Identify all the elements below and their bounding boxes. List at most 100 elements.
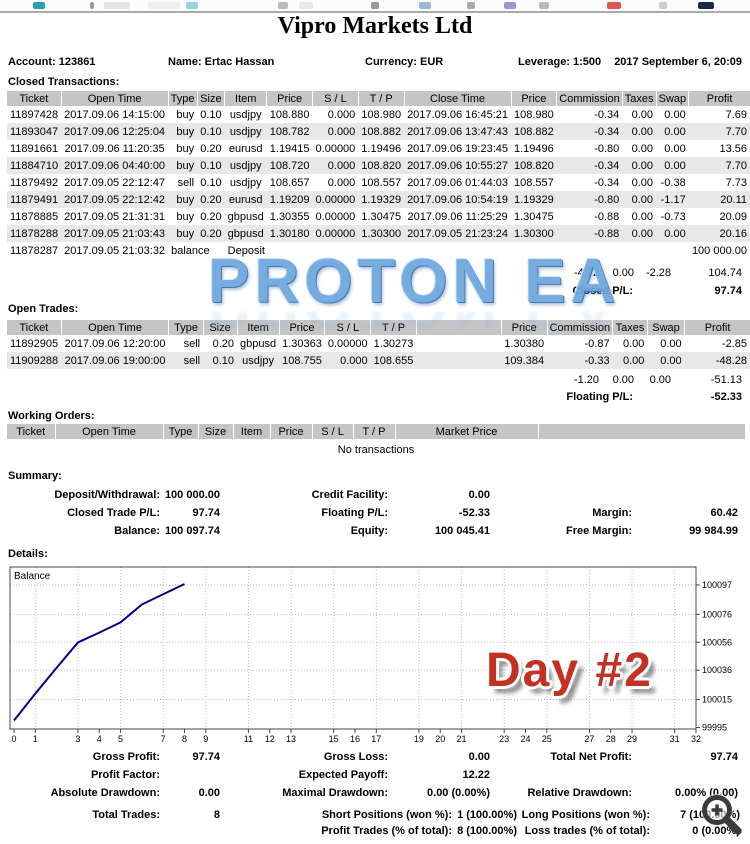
table-cell: 100 000.00 <box>691 244 747 257</box>
balance-row: 11878287 2017.09.05 21:03:32 balance Deposi… <box>7 242 750 259</box>
summary-item-label: Balance: <box>114 525 160 537</box>
column-header: S / L <box>312 91 359 106</box>
column-header: Swap <box>647 320 686 335</box>
stat-item-value: 97.74 <box>192 751 220 763</box>
column-header: Size <box>197 91 226 106</box>
svg-text:19: 19 <box>414 734 424 744</box>
table-cell: 0.00000 <box>312 225 359 242</box>
zoom-in-icon[interactable] <box>698 791 746 839</box>
toolbar-icon-fragment[interactable] <box>659 2 667 9</box>
toolbar-icon-fragment[interactable] <box>299 2 313 9</box>
table-cell: 0.00 <box>631 108 654 121</box>
stat-item-value: 12.22 <box>462 769 490 781</box>
table-cell: 0.00 <box>660 337 682 350</box>
section-open-trades: Open Trades: <box>8 303 79 315</box>
table-cell: 0.20 <box>212 337 235 350</box>
table-cell: 11884710 <box>7 157 62 174</box>
toolbar-icon-fragment[interactable] <box>371 2 379 9</box>
table-row: 11879491 2017.09.05 22:12:42 buy 0.20 eurusd… <box>7 191 750 208</box>
toolbar-icon-fragment[interactable] <box>607 2 621 9</box>
column-header: Open Time <box>55 424 164 439</box>
table-cell: 1.19329 <box>358 191 405 208</box>
toolbar-icon-fragment[interactable] <box>186 2 198 9</box>
toolbar-icon-fragment[interactable] <box>419 2 431 9</box>
table-cell: 2017.09.06 12:25:04 <box>61 123 169 140</box>
table-cell <box>404 242 511 259</box>
svg-text:100056: 100056 <box>702 637 732 647</box>
trade-stat-item-value: 0 (0.00%) <box>692 825 740 837</box>
trade-stat-item-value: 8 (100.00%) <box>457 825 517 837</box>
table-cell: -0.80 <box>594 142 620 155</box>
table-cell: 108.882 <box>358 123 405 140</box>
table-cell: 1.30180 <box>266 225 313 242</box>
toolbar-icon-fragment[interactable] <box>467 2 475 9</box>
summary-item-value: 100 000.00 <box>164 489 220 501</box>
table-cell: 2017.09.05 21:03:43 <box>61 225 169 242</box>
table-cell: 1.19209 <box>266 191 313 208</box>
toolbar-icon-fragment[interactable] <box>104 2 130 9</box>
open-total-taxes: 0.00 <box>612 374 634 386</box>
column-header: Type <box>163 424 199 439</box>
column-header: Swap <box>656 91 690 106</box>
column-header: Ticket <box>7 320 62 335</box>
trade-stat-item-label: Total Trades: <box>92 809 160 821</box>
table-cell: 11893047 <box>7 123 62 140</box>
table-row: 11878288 2017.09.05 21:03:43 buy 0.20 gbpusd… <box>7 225 750 242</box>
table-cell: 1.30300 <box>358 225 405 242</box>
stat-item-label: Expected Payoff: <box>298 769 388 781</box>
svg-text:11: 11 <box>244 734 253 744</box>
table-cell: 2017.09.06 10:55:27 <box>404 157 511 174</box>
toolbar-icon-fragment[interactable] <box>698 2 714 9</box>
table-cell: 108.720 <box>266 157 313 174</box>
svg-text:32: 32 <box>691 734 701 744</box>
floating-pl-value: -52.33 <box>710 391 742 403</box>
trade-stat-item-label: Short Positions (won %): <box>321 809 452 821</box>
table-cell: 0.00 <box>622 337 645 350</box>
table-cell: 11892905 <box>10 337 59 350</box>
toolbar-icon-fragment[interactable] <box>33 2 45 9</box>
table-cell: balance <box>171 244 210 257</box>
svg-text:4: 4 <box>97 734 102 744</box>
table-cell: usdjpy <box>224 123 267 140</box>
table-cell: 108.880 <box>269 108 310 121</box>
table-row: 11891661 2017.09.06 11:20:35 buy 0.20 eurusd… <box>7 140 750 157</box>
summary-item-value: 100 097.74 <box>164 525 220 537</box>
table-cell: -2.85 <box>721 337 747 350</box>
table-cell: -0.38 <box>660 176 686 189</box>
account-leverage: Leverage: 1:500 <box>518 56 602 68</box>
svg-text:25: 25 <box>542 734 552 744</box>
table-cell: 108.782 <box>266 123 313 140</box>
table-cell <box>622 242 656 259</box>
toolbar-icon-fragment[interactable] <box>148 2 180 9</box>
report-date: 2017 September 6, 20:09 <box>614 56 742 68</box>
column-header: T / P <box>370 320 417 335</box>
summary-item-value: 100 045.41 <box>434 525 490 537</box>
section-details: Details: <box>8 548 48 560</box>
column-header: Item <box>224 91 268 106</box>
toolbar-icon-fragment[interactable] <box>504 2 516 9</box>
table-cell: 2017.09.06 19:23:45 <box>407 142 508 155</box>
table-cell: 1.19415 <box>269 142 310 155</box>
table-cell: 1.30363 <box>282 337 322 350</box>
table-cell: 0.20 <box>200 210 222 223</box>
stat-item-value: 0.00 <box>198 787 220 799</box>
toolbar-icon-fragment[interactable] <box>90 2 94 9</box>
column-header: Close Time <box>404 91 512 106</box>
table-cell: 2017.09.05 22:12:47 <box>64 176 166 189</box>
svg-text:99995: 99995 <box>702 723 727 733</box>
summary-item-value: 60.42 <box>710 507 738 519</box>
toolbar-icon-fragment[interactable] <box>278 2 288 9</box>
column-header: Profit <box>688 91 750 106</box>
column-header: Taxes <box>622 91 657 106</box>
table-cell: 0.000 <box>324 352 371 369</box>
table-cell: 108.882 <box>511 123 557 140</box>
table-cell: 108.655 <box>370 352 417 369</box>
toolbar-icon-fragment[interactable] <box>539 2 549 9</box>
stat-item-value: 0.00 (0.00%) <box>427 787 490 799</box>
svg-text:100097: 100097 <box>702 580 732 590</box>
trade-stat-item-label: Profit Trades (% of total): <box>321 825 452 837</box>
table-cell: 0.000 <box>312 157 359 174</box>
